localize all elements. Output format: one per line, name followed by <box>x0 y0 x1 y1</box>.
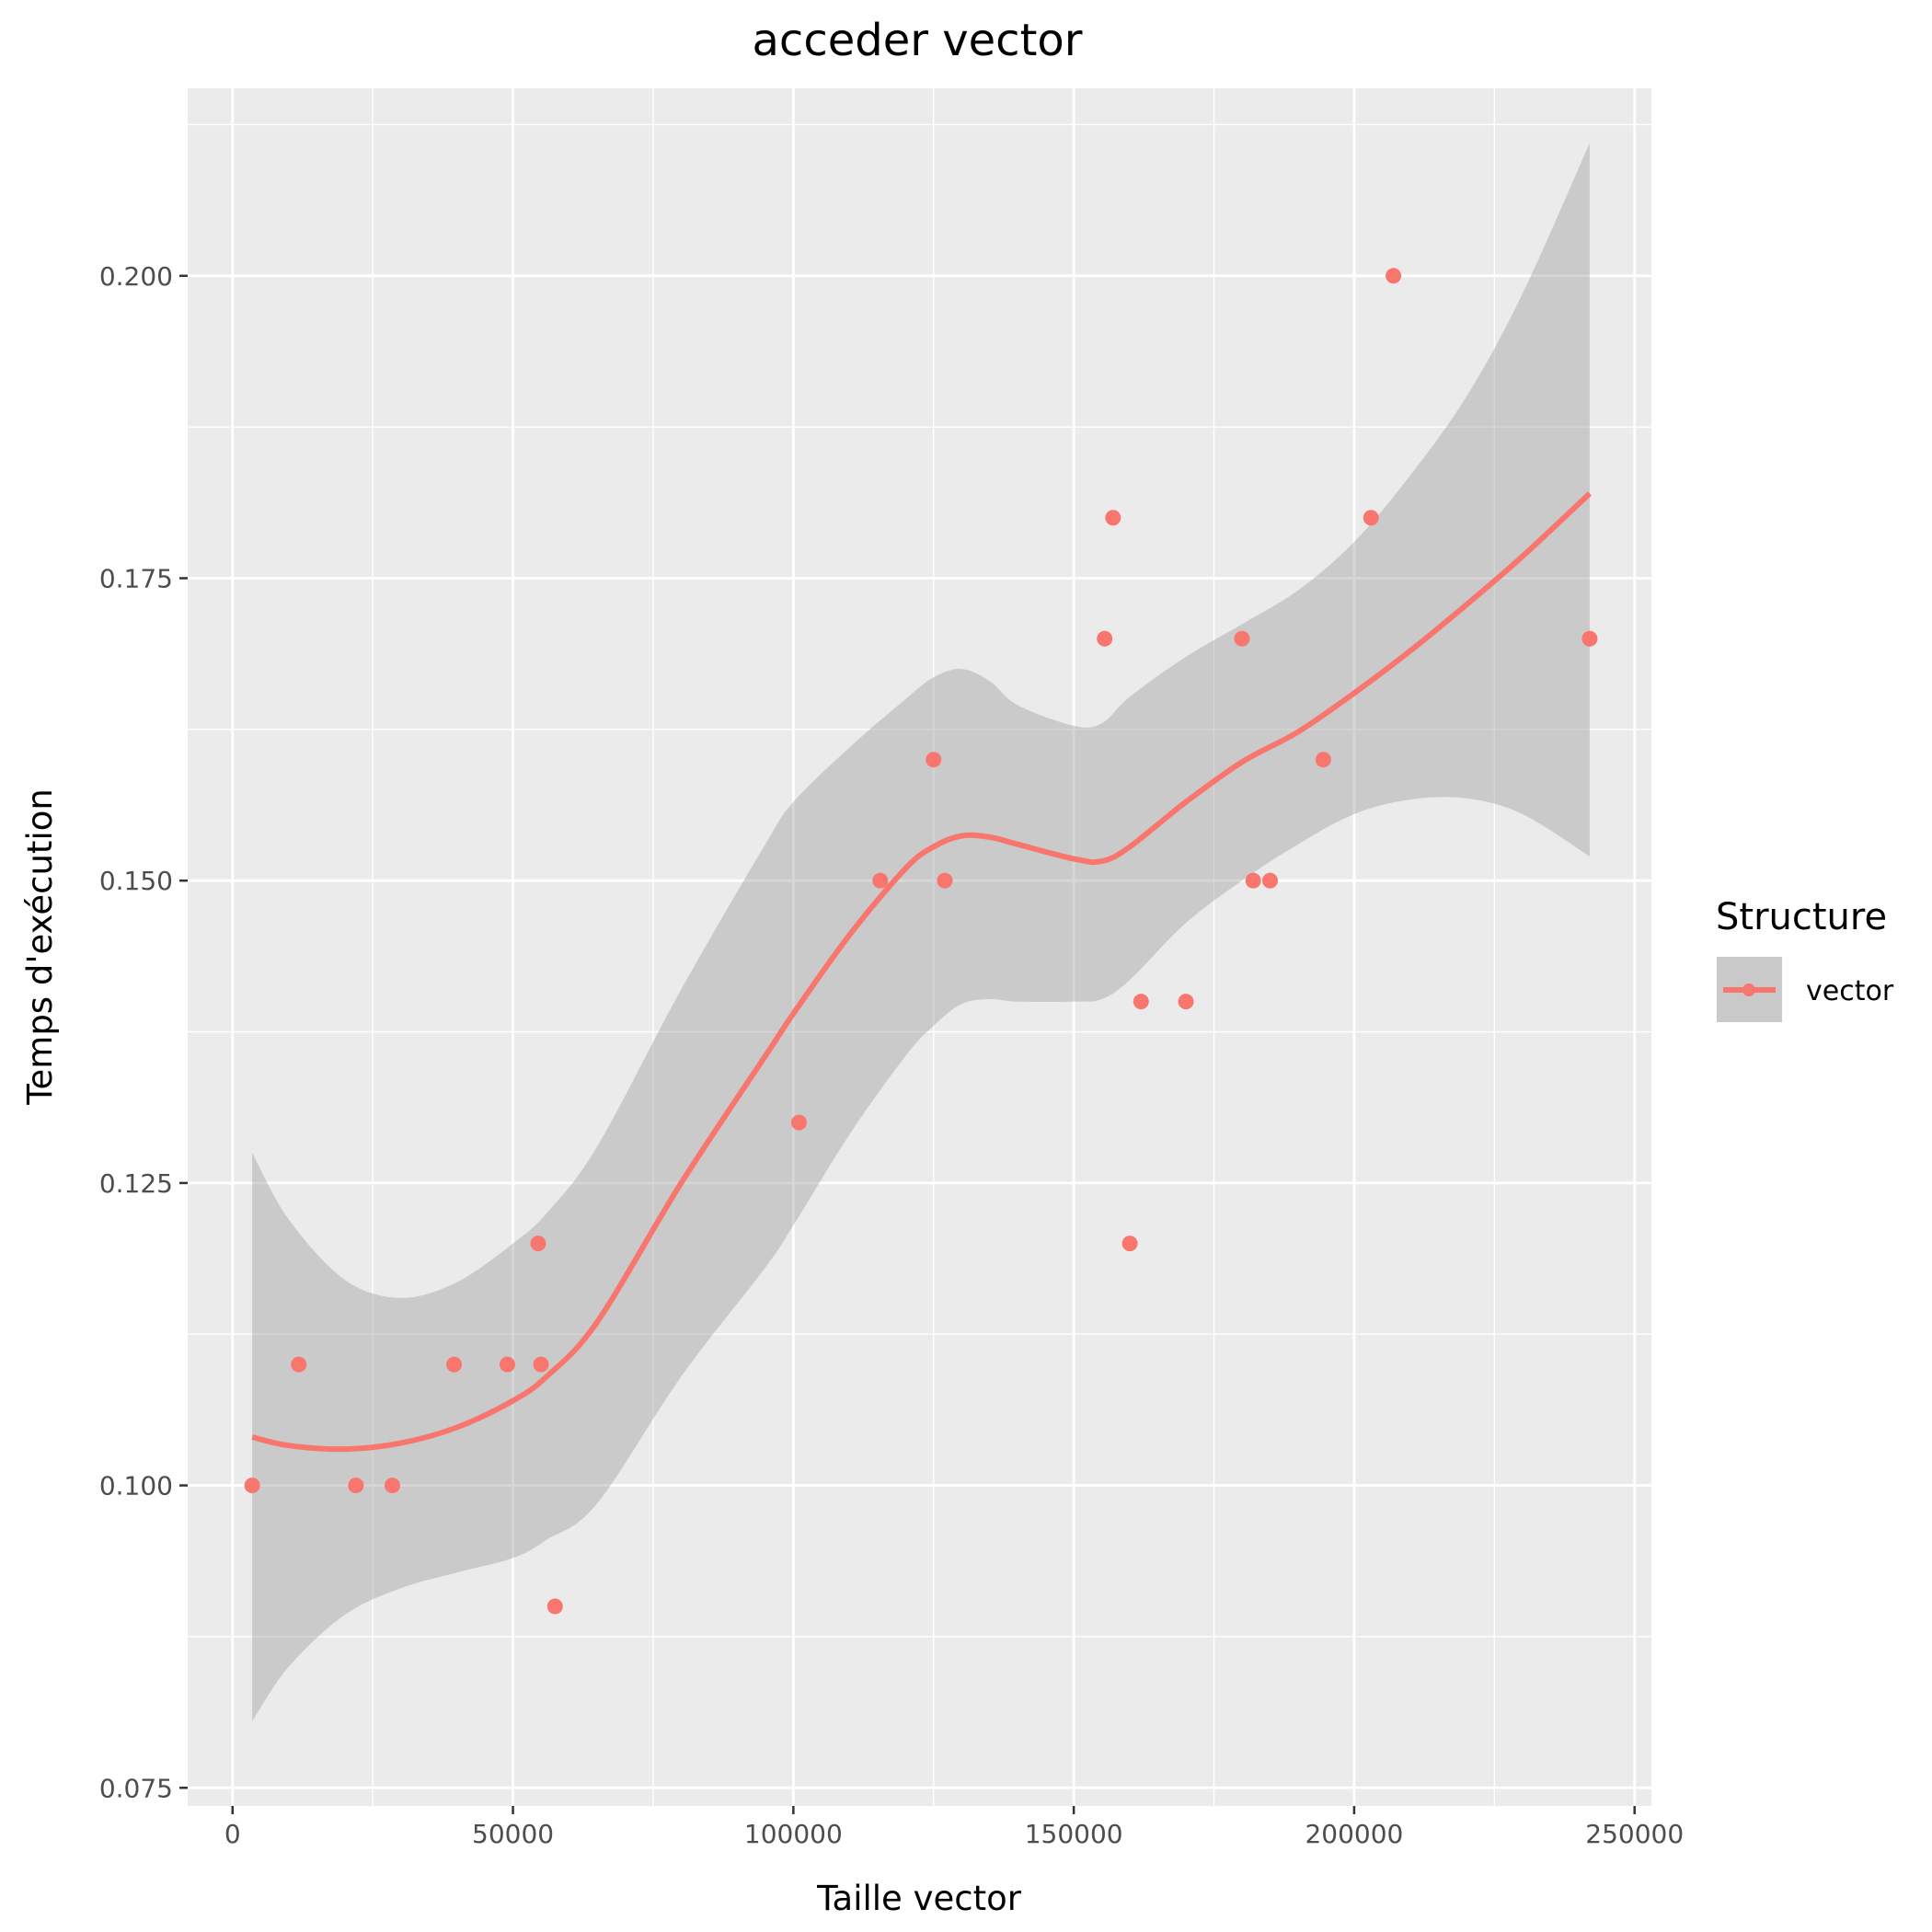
data-point <box>1121 1236 1138 1252</box>
data-point <box>926 752 942 768</box>
x-tick-label: 100000 <box>744 1819 843 1849</box>
data-points <box>244 268 1598 1615</box>
confidence-band-area <box>252 143 1590 1722</box>
data-point <box>546 1598 563 1615</box>
data-point <box>1261 872 1278 889</box>
x-tick-label: 150000 <box>1025 1819 1123 1849</box>
x-tick-label: 200000 <box>1305 1819 1403 1849</box>
smooth-line <box>251 491 1592 1453</box>
x-tick-label: 250000 <box>1585 1819 1684 1849</box>
legend-point-swatch <box>1742 983 1755 996</box>
data-point <box>1133 994 1149 1010</box>
smooth-line-group <box>251 491 1592 1453</box>
data-point <box>1097 630 1113 647</box>
chart-title: acceder vector <box>753 15 1083 66</box>
data-point <box>384 1478 400 1494</box>
data-point <box>1315 752 1331 768</box>
data-point <box>533 1356 549 1373</box>
legend: Structure vector <box>1716 896 1894 1022</box>
data-point <box>1105 510 1121 526</box>
x-tick-label: 0 <box>224 1819 241 1849</box>
data-point <box>244 1478 260 1494</box>
data-point <box>1178 994 1194 1010</box>
y-tick-label: 0.175 <box>99 563 173 593</box>
y-tick-label: 0.200 <box>99 261 173 292</box>
y-tick-label: 0.150 <box>99 866 173 896</box>
data-point <box>1581 630 1598 647</box>
data-point <box>446 1356 463 1373</box>
data-point <box>291 1356 307 1373</box>
data-point <box>1245 872 1261 889</box>
data-point <box>1234 630 1250 647</box>
legend-title: Structure <box>1716 896 1887 938</box>
y-tick-label: 0.075 <box>99 1773 173 1803</box>
data-point <box>1386 268 1402 284</box>
plot-panel <box>188 88 1651 1806</box>
data-point <box>530 1236 546 1252</box>
y-axis-title: Temps d'exécution <box>20 788 60 1106</box>
confidence-band <box>252 143 1590 1722</box>
y-axis-ticks: 0.075 0.100 0.125 0.150 0.175 0.200 <box>99 261 188 1803</box>
data-point <box>937 872 953 889</box>
data-point <box>348 1478 364 1494</box>
grid-lines <box>188 88 1651 1806</box>
data-point <box>1363 510 1379 526</box>
x-tick-label: 50000 <box>472 1819 554 1849</box>
data-point <box>499 1356 515 1373</box>
y-tick-label: 0.125 <box>99 1168 173 1199</box>
legend-label-vector: vector <box>1806 975 1894 1007</box>
data-point <box>790 1114 807 1131</box>
x-axis-ticks: 0 50000 100000 150000 200000 250000 <box>224 1806 1684 1849</box>
data-point <box>872 872 889 889</box>
y-tick-label: 0.100 <box>99 1471 173 1501</box>
x-axis-title: Taille vector <box>816 1879 1022 1918</box>
